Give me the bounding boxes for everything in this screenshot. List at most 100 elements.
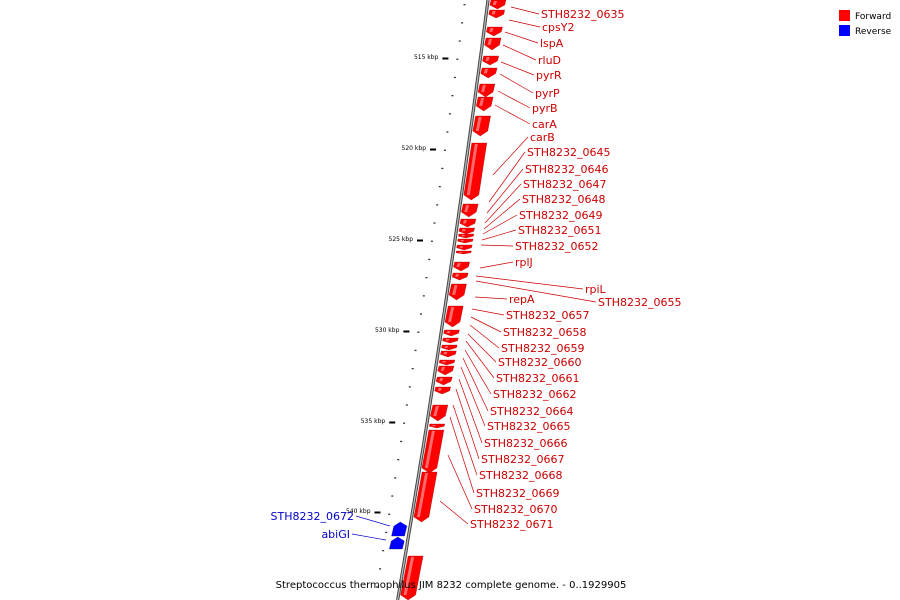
leader-line [483,198,521,230]
forward-gene-13-shine [461,235,465,237]
major-tick [417,239,423,242]
leader-line [481,229,517,241]
forward-gene-14[interactable] [457,238,474,244]
minor-tick [400,440,403,443]
forward-gene-8[interactable] [472,115,491,137]
forward-gene-28[interactable] [434,386,451,395]
minor-tick [422,295,425,297]
forward-gene-0[interactable] [489,0,507,10]
forward-gene-19[interactable] [448,283,467,301]
forward-gene-20[interactable] [444,305,464,328]
leader-line [439,500,469,525]
gene-label-forward: STH8232_0661 [496,372,579,385]
forward-gene-15[interactable] [456,244,473,251]
reverse-gene-0[interactable] [391,521,408,537]
forward-gene-8-shine [475,117,482,131]
forward-gene-4[interactable] [482,55,499,66]
genome-caption: Streptococcus thermophilus JIM 8232 comp… [276,580,627,591]
forward-gene-20-shine [448,307,455,322]
forward-gene-17[interactable] [453,261,470,272]
minor-tick [420,313,422,315]
forward-gene-29-shine [433,406,439,416]
reverse-gene-1[interactable] [389,536,405,550]
gene-label-forward: STH8232_0652 [515,240,598,253]
forward-gene-16[interactable] [455,250,472,255]
gene-label-forward: repA [509,293,535,306]
forward-gene-3[interactable] [484,37,502,51]
forward-gene-30[interactable] [429,423,445,429]
leader-line [508,19,541,28]
forward-gene-17-shine [456,263,461,267]
forward-gene-12[interactable] [458,227,475,235]
tick-label: 525 kbp [389,236,414,243]
leader-line [452,404,478,476]
minor-tick [441,167,444,170]
forward-gene-1[interactable] [488,9,505,19]
gene-label-forward: rplJ [515,256,533,269]
gene-label-forward: pyrP [535,87,560,100]
tick-label: 535 kbp [361,418,386,425]
forward-gene-24[interactable] [440,350,457,358]
forward-gene-29[interactable] [430,404,449,422]
forward-gene-12-shine [461,229,466,232]
gene-label-forward: STH8232_0646 [525,163,608,176]
minor-tick [428,258,431,261]
forward-gene-10[interactable] [461,203,479,218]
backbone-highlight [397,0,489,600]
minor-tick [394,477,397,479]
leader-line [482,214,518,235]
forward-gene-25[interactable] [438,359,456,366]
tick-label: 530 kbp [375,327,400,334]
forward-gene-26[interactable] [437,365,455,376]
gene-label-forward: STH8232_0658 [503,326,586,339]
forward-gene-2[interactable] [486,26,503,37]
tick-label: 520 kbp [402,145,427,152]
minor-tick [463,4,466,6]
gene-label-reverse: STH8232_0672 [271,510,354,523]
minor-tick [405,404,408,406]
forward-gene-23[interactable] [441,344,458,351]
forward-gene-7[interactable] [476,96,494,112]
legend-forward-label: Forward [855,12,891,22]
forward-gene-26-shine [440,367,445,371]
gene-label-forward: pyrR [536,69,562,82]
leader-line [458,378,483,444]
minor-tick [391,495,394,497]
leader-line [486,168,524,214]
major-tick [389,421,396,424]
forward-gene-19-shine [452,285,458,295]
minor-tick [458,40,461,42]
minor-tick [438,186,441,188]
gene-label-forward: STH8232_0649 [519,209,602,222]
gene-label-forward: STH8232_0657 [506,309,589,322]
forward-gene-13[interactable] [458,233,474,239]
forward-gene-18-shine [455,274,460,277]
forward-gene-16-shine [458,252,463,253]
leader-line [504,31,539,44]
forward-gene-5[interactable] [480,67,498,79]
forward-gene-21[interactable] [443,329,460,337]
tick-label: 540 kbp [346,508,371,515]
forward-gene-11[interactable] [459,218,477,228]
minor-tick [433,222,436,224]
leader-line [474,296,508,300]
forward-gene-27[interactable] [435,376,453,386]
gene-label-forward: cpsY2 [542,21,574,34]
gene-label-forward: STH8232_0669 [476,487,559,500]
forward-gene-22[interactable] [442,337,459,344]
forward-gene-6[interactable] [477,83,496,98]
gene-label-forward: STH8232_0647 [523,178,606,191]
leader-line [492,136,529,176]
gene-features[interactable] [389,0,507,600]
forward-gene-15-shine [459,246,464,248]
minor-tick [456,58,459,60]
legend: Forward Reverse [839,10,892,37]
gene-label-forward: STH8232_0660 [498,356,581,369]
forward-gene-18[interactable] [451,272,469,281]
forward-gene-27-shine [439,378,444,382]
forward-gene-9-shine [466,144,478,195]
gene-label-forward: pyrB [532,102,558,115]
gene-label-forward: STH8232_0648 [522,193,605,206]
leader-line [464,349,492,395]
